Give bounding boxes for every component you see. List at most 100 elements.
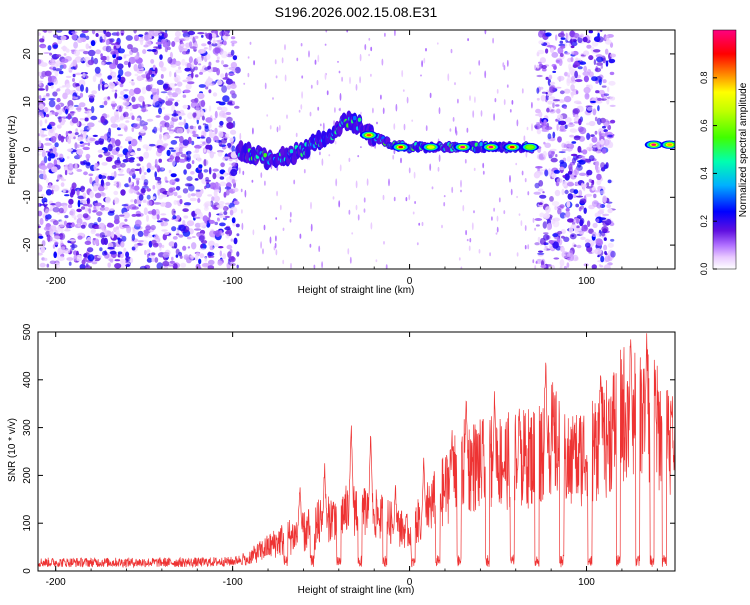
noise-cell bbox=[610, 119, 616, 124]
noise-cell bbox=[565, 117, 572, 123]
noise-cell bbox=[191, 140, 195, 146]
streak-cell bbox=[269, 236, 272, 244]
noise-cell bbox=[572, 193, 577, 198]
noise-cell bbox=[66, 148, 74, 152]
noise-cell bbox=[176, 81, 183, 87]
noise-cell bbox=[230, 256, 235, 261]
streak-cell bbox=[252, 229, 255, 236]
noise-cell bbox=[591, 264, 597, 269]
noise-cell bbox=[198, 235, 205, 242]
noise-cell bbox=[181, 58, 186, 66]
noise-cell bbox=[194, 208, 202, 215]
noise-cell bbox=[564, 189, 569, 195]
streak-cell bbox=[289, 211, 292, 218]
noise-cell bbox=[115, 226, 120, 230]
noise-cell bbox=[577, 66, 583, 70]
noise-cell bbox=[146, 118, 154, 122]
noise-cell bbox=[118, 123, 127, 129]
noise-cell bbox=[127, 61, 131, 68]
streak-cell bbox=[325, 30, 328, 33]
noise-cell bbox=[145, 225, 152, 231]
streak-cell bbox=[309, 243, 312, 248]
noise-cell bbox=[59, 220, 65, 228]
noise-cell bbox=[185, 151, 189, 156]
noise-cell bbox=[106, 131, 112, 139]
noise-cell bbox=[48, 98, 56, 101]
noise-cell bbox=[123, 226, 131, 229]
noise-cell bbox=[55, 201, 62, 208]
noise-cell bbox=[156, 79, 164, 85]
noise-cell bbox=[138, 194, 144, 201]
streak-cell bbox=[498, 197, 501, 203]
noise-cell bbox=[604, 122, 609, 127]
noise-cell bbox=[207, 194, 213, 197]
noise-cell bbox=[193, 126, 196, 129]
noise-cell bbox=[44, 142, 52, 146]
noise-cell bbox=[215, 138, 219, 143]
streak-cell bbox=[357, 214, 360, 221]
noise-cell bbox=[603, 264, 611, 269]
noise-cell bbox=[151, 48, 157, 53]
noise-cell bbox=[219, 110, 226, 117]
noise-cell bbox=[69, 191, 74, 198]
streak-cell bbox=[380, 94, 382, 100]
noise-cell bbox=[141, 105, 147, 113]
noise-cell bbox=[159, 126, 163, 133]
noise-cell bbox=[142, 121, 149, 125]
noise-cell bbox=[591, 249, 596, 254]
noise-cell bbox=[558, 120, 567, 126]
noise-cell bbox=[545, 92, 548, 95]
noise-cell bbox=[113, 197, 120, 205]
noise-cell bbox=[68, 130, 72, 134]
noise-cell bbox=[89, 176, 93, 185]
noise-cell bbox=[122, 101, 130, 106]
streak-cell bbox=[524, 245, 527, 250]
noise-cell bbox=[190, 193, 196, 197]
noise-cell bbox=[572, 64, 579, 68]
streak-cell bbox=[289, 218, 292, 223]
noise-cell bbox=[209, 150, 215, 159]
streak-cell bbox=[382, 194, 385, 201]
streak-cell bbox=[421, 60, 423, 68]
streak-cell bbox=[502, 62, 505, 68]
noise-cell bbox=[196, 56, 203, 63]
noise-cell bbox=[232, 187, 239, 193]
noise-cell bbox=[114, 89, 118, 93]
noise-cell bbox=[98, 137, 105, 144]
noise-cell bbox=[183, 254, 190, 260]
noise-cell bbox=[148, 30, 155, 37]
noise-cell bbox=[199, 144, 205, 147]
noise-cell bbox=[554, 205, 558, 211]
noise-cell bbox=[182, 220, 186, 226]
streak-cell bbox=[518, 213, 521, 217]
noise-cell bbox=[77, 144, 80, 149]
noise-cell bbox=[135, 219, 142, 227]
noise-cell bbox=[227, 258, 231, 265]
streak-cell bbox=[480, 110, 483, 117]
noise-cell bbox=[44, 70, 52, 77]
noise-cell bbox=[164, 113, 172, 116]
noise-cell bbox=[42, 97, 46, 101]
noise-cell bbox=[205, 117, 213, 123]
noise-cell bbox=[88, 208, 92, 214]
noise-cell bbox=[574, 70, 578, 79]
noise-cell bbox=[146, 168, 151, 173]
noise-cell bbox=[100, 115, 105, 123]
noise-cell bbox=[192, 36, 196, 44]
noise-cell bbox=[217, 217, 220, 220]
x-tick-label: -200 bbox=[46, 577, 66, 588]
noise-cell bbox=[182, 94, 187, 98]
noise-cell bbox=[557, 32, 565, 38]
streak-cell bbox=[465, 230, 467, 236]
noise-cell bbox=[132, 228, 140, 236]
streak-cell bbox=[534, 265, 537, 269]
noise-cell bbox=[208, 219, 215, 224]
noise-cell bbox=[555, 34, 558, 41]
noise-cell bbox=[559, 90, 565, 95]
noise-cell bbox=[47, 82, 54, 86]
noise-cell bbox=[609, 104, 616, 107]
noise-cell bbox=[200, 110, 205, 116]
noise-cell bbox=[547, 168, 552, 176]
noise-cell bbox=[595, 239, 604, 246]
streak-cell bbox=[478, 60, 481, 66]
